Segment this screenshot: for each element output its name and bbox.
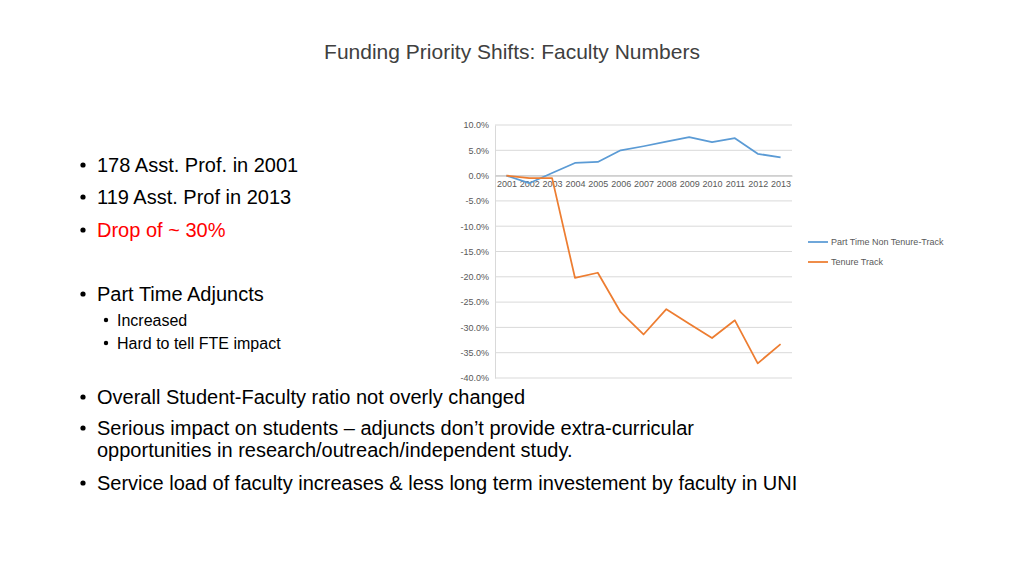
- x-axis-line: [496, 176, 793, 177]
- y-tick: -35.0%: [460, 348, 495, 358]
- x-tick: 2013: [771, 176, 791, 189]
- x-tick-label: 2009: [680, 179, 700, 189]
- y-tick-label: 10.0%: [463, 120, 489, 130]
- y-tick-label: -25.0%: [460, 297, 489, 307]
- bullet-text: Overall Student-Faculty ratio not overly…: [97, 386, 525, 408]
- bullet-dot: [104, 341, 108, 345]
- bullet-dot: [80, 194, 85, 199]
- bullet-dot: [104, 318, 108, 322]
- bullet-dot: [80, 162, 85, 167]
- slide: Funding Priority Shifts: Faculty Numbers…: [0, 0, 1024, 576]
- bullet-dot: [80, 394, 85, 399]
- y-tick-label: -5.0%: [465, 196, 489, 206]
- x-tick: 2004: [565, 176, 585, 189]
- y-tick: -25.0%: [460, 297, 495, 307]
- grid-line: [495, 226, 792, 227]
- x-tick-label: 2004: [565, 179, 585, 189]
- y-tick: 10.0%: [463, 120, 495, 130]
- bullet-dot: [80, 425, 85, 430]
- y-tick: -40.0%: [460, 373, 495, 383]
- x-tick: 2010: [703, 176, 723, 189]
- series-line: [506, 137, 780, 183]
- bullet-dot: [80, 480, 85, 485]
- bullet-text: 119 Asst. Prof in 2013: [97, 186, 291, 208]
- y-tick-label: -30.0%: [460, 323, 489, 333]
- grid-line: [495, 200, 792, 201]
- x-tick-label: 2013: [771, 179, 791, 189]
- legend-swatch: [808, 261, 828, 263]
- y-tick: -30.0%: [460, 323, 495, 333]
- x-tick: 2011: [726, 176, 745, 189]
- x-tick: 2012: [748, 176, 768, 189]
- legend-label: Tenure Track: [831, 257, 884, 267]
- x-tick: 2007: [634, 176, 654, 189]
- y-tick-label: 5.0%: [468, 146, 489, 156]
- series-line: [506, 176, 780, 364]
- x-tick: 2006: [611, 176, 631, 189]
- bullet-text: Serious impact on students – adjuncts do…: [97, 417, 694, 439]
- grid: [495, 125, 792, 378]
- bullet-text: 178 Asst. Prof. in 2001: [97, 154, 298, 176]
- bullet-text: opportunities in research/outreach/indep…: [97, 439, 573, 461]
- grid-line: [495, 251, 792, 252]
- bullet-text: Part Time Adjuncts: [97, 283, 264, 305]
- grid-line: [495, 352, 792, 353]
- y-tick-label: -40.0%: [460, 373, 489, 383]
- y-axis-line: [495, 126, 496, 379]
- x-tick-label: 2005: [588, 179, 608, 189]
- sub-bullet-text: Increased: [117, 312, 187, 329]
- y-tick: -10.0%: [460, 222, 495, 232]
- legend-swatch: [808, 241, 828, 243]
- grid-line: [495, 125, 792, 126]
- y-tick: -15.0%: [460, 247, 495, 257]
- y-tick-label: -20.0%: [460, 272, 489, 282]
- x-tick: 2008: [657, 176, 677, 189]
- y-tick: -20.0%: [460, 272, 495, 282]
- grid-line: [495, 327, 792, 328]
- x-tick-label: 2008: [657, 179, 677, 189]
- bullet-text: Drop of ~ 30%: [97, 219, 226, 241]
- x-tick: 2009: [680, 176, 700, 189]
- y-tick: 0.0%: [468, 171, 495, 181]
- slide-title: Funding Priority Shifts: Faculty Numbers: [324, 40, 700, 63]
- grid-line: [495, 150, 792, 151]
- y-tick-label: 0.0%: [468, 171, 489, 181]
- y-tick: 5.0%: [468, 146, 495, 156]
- x-tick-label: 2011: [726, 179, 745, 189]
- bullet-dot: [80, 227, 85, 232]
- sub-bullet-text: Hard to tell FTE impact: [117, 335, 281, 352]
- grid-line: [495, 302, 792, 303]
- grid-line: [495, 175, 792, 176]
- x-tick-label: 2006: [611, 179, 631, 189]
- chart: -40.0% -35.0% -30.0% -25.0% -20.0% -15.0% -10.…: [460, 120, 792, 383]
- y-axis: -40.0% -35.0% -30.0% -25.0% -20.0% -15.0% -10.…: [460, 120, 495, 383]
- legend-label: Part Time Non Tenure-Track: [831, 237, 944, 247]
- x-tick-label: 2001: [497, 179, 517, 189]
- x-tick-label: 2007: [634, 179, 654, 189]
- bullet-text: Service load of faculty increases & less…: [97, 472, 797, 494]
- y-tick-label: -15.0%: [460, 247, 489, 257]
- plot-area: [506, 137, 780, 363]
- grid-line: [495, 378, 792, 379]
- x-tick-label: 2010: [703, 179, 723, 189]
- x-tick: 2005: [588, 176, 608, 189]
- y-tick-label: -10.0%: [460, 222, 489, 232]
- grid-line: [495, 276, 792, 277]
- y-tick: -5.0%: [465, 196, 495, 206]
- legend: Part Time Non Tenure-Track Tenure Track: [808, 237, 944, 267]
- y-tick-label: -35.0%: [460, 348, 489, 358]
- bullet-dot: [80, 291, 85, 296]
- x-tick-label: 2012: [748, 179, 768, 189]
